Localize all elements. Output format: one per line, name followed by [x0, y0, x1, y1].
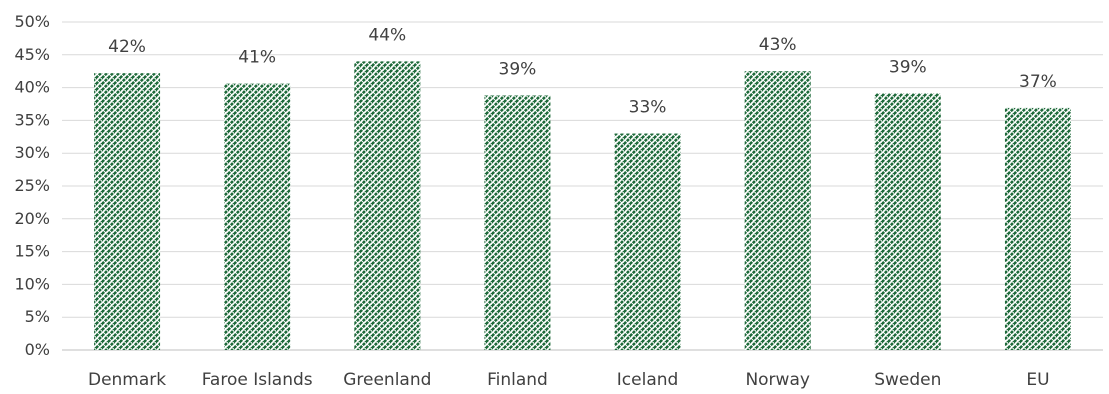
bar-sweden[interactable]	[874, 93, 941, 350]
x-tick-label: Iceland	[617, 370, 679, 390]
bar-eu[interactable]	[1004, 107, 1071, 350]
bar-faroe-islands[interactable]	[224, 83, 291, 350]
data-label: 37%	[1019, 72, 1057, 92]
bar-denmark[interactable]	[94, 73, 161, 350]
data-label: 42%	[108, 37, 146, 57]
y-tick-label: 35%	[14, 110, 50, 129]
data-label: 39%	[499, 59, 537, 79]
data-label: 44%	[368, 25, 406, 45]
y-tick-label: 15%	[14, 242, 50, 261]
bar-greenland[interactable]	[354, 61, 421, 351]
data-label: 41%	[238, 48, 276, 68]
y-tick-label: 10%	[14, 274, 50, 293]
x-tick-label: Faroe Islands	[202, 370, 313, 390]
data-label: 43%	[759, 35, 797, 55]
bar-iceland[interactable]	[614, 133, 681, 350]
bar-norway[interactable]	[744, 71, 811, 350]
x-tick-label: Denmark	[88, 370, 166, 390]
x-tick-label: Sweden	[874, 370, 941, 390]
data-label: 33%	[629, 98, 667, 118]
y-tick-label: 0%	[25, 340, 50, 359]
y-tick-label: 20%	[14, 209, 50, 228]
y-tick-label: 30%	[14, 143, 50, 162]
data-label: 39%	[889, 58, 927, 78]
x-tick-label: Greenland	[343, 370, 431, 390]
x-tick-label: EU	[1026, 370, 1049, 390]
y-tick-label: 25%	[14, 176, 50, 195]
y-tick-label: 40%	[14, 78, 50, 97]
y-tick-label: 5%	[25, 307, 50, 326]
x-tick-label: Finland	[487, 370, 548, 390]
y-tick-label: 50%	[14, 12, 50, 31]
bar-finland[interactable]	[484, 95, 551, 350]
x-tick-label: Norway	[745, 370, 810, 390]
y-tick-label: 45%	[14, 45, 50, 64]
